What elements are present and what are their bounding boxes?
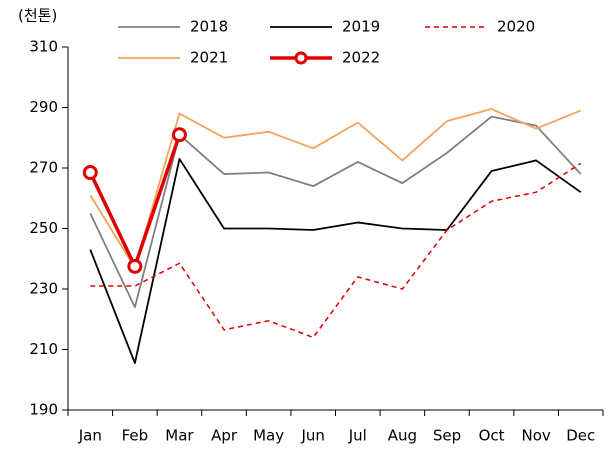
x-tick-label: May (253, 427, 284, 445)
legend-marker (294, 51, 308, 65)
legend-label: 2022 (342, 49, 380, 67)
x-tick-label: Oct (479, 427, 505, 445)
series-line (90, 162, 582, 339)
x-tick-label: Jan (78, 427, 102, 445)
x-tick-label: Sep (433, 427, 461, 445)
x-tick-label: Aug (388, 427, 417, 445)
point-marker (127, 258, 143, 274)
y-tick-label: 230 (29, 280, 58, 298)
x-tick-label: Apr (211, 427, 238, 445)
legend-label: 2018 (190, 18, 228, 36)
series-line (88, 134, 182, 269)
y-tick-label: 290 (29, 98, 58, 116)
y-tick-label: 270 (29, 159, 58, 177)
legend-label: 2021 (190, 49, 228, 67)
x-tick-label: Feb (122, 427, 149, 445)
y-tick-label: 190 (29, 401, 58, 419)
point-marker (82, 165, 98, 181)
x-tick-label: Nov (521, 427, 550, 445)
x-tick-label: Dec (566, 427, 595, 445)
legend-label: 2019 (342, 18, 380, 36)
series-line (89, 115, 582, 309)
y-tick-label: 210 (29, 340, 58, 358)
y-tick-label: 310 (29, 38, 58, 56)
point-marker (171, 127, 187, 143)
x-tick-label: Mar (165, 427, 194, 445)
series-line (89, 158, 582, 365)
legend-label: 2020 (497, 18, 535, 36)
series-line (89, 108, 582, 269)
x-tick-label: Jun (300, 427, 324, 445)
y-axis-label: (천톤) (18, 7, 57, 25)
x-tick-label: Jul (348, 427, 367, 445)
y-tick-label: 250 (29, 219, 58, 237)
